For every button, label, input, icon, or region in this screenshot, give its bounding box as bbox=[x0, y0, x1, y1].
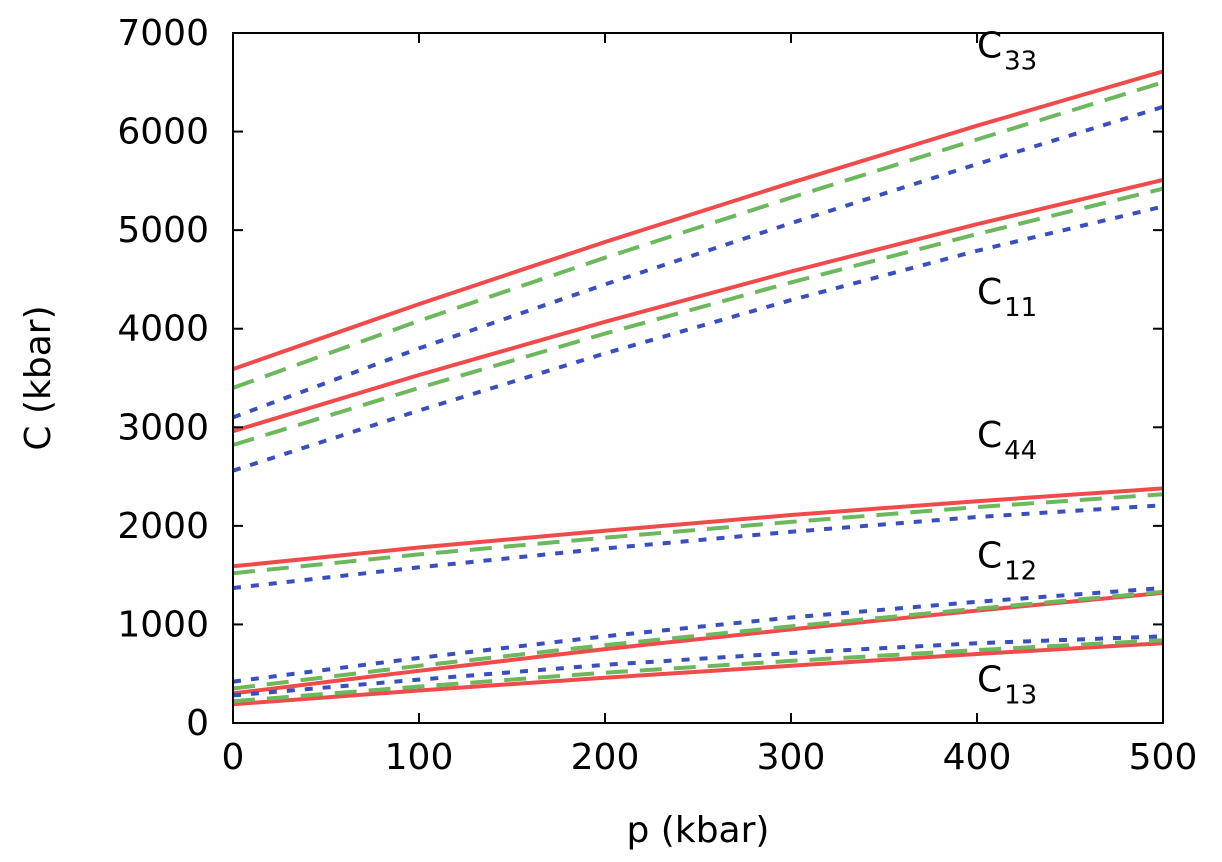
series-line-c44-dotted bbox=[232, 503, 1164, 590]
series-line-c44-dashed bbox=[232, 492, 1164, 576]
curve-group-c13 bbox=[232, 634, 1164, 707]
y-tick-label: 3000 bbox=[117, 407, 209, 448]
plot-frame bbox=[232, 32, 1164, 724]
ticks-layer: 0 100 200 300 400 500010002000300040005000600… bbox=[117, 13, 1197, 778]
curve-group-c12 bbox=[232, 586, 1164, 696]
curve-label-c12: C12 bbox=[977, 535, 1037, 586]
curve-label-c33: C33 bbox=[977, 26, 1037, 77]
curve-label-main: C bbox=[977, 659, 1002, 700]
curve-label-main: C bbox=[977, 272, 1002, 313]
y-tick-label: 2000 bbox=[117, 506, 209, 547]
series-line-c12-solid bbox=[232, 590, 1164, 696]
curve-label-subscript: 33 bbox=[1004, 47, 1037, 77]
curve-label-subscript: 44 bbox=[1004, 436, 1037, 466]
y-tick-label: 4000 bbox=[117, 309, 209, 350]
x-axis-title: p (kbar) bbox=[627, 810, 770, 851]
series-line-c33-solid bbox=[232, 69, 1164, 371]
curve-group-c11 bbox=[232, 177, 1164, 473]
curve-label-c44: C44 bbox=[977, 415, 1037, 466]
series-line-c11-solid bbox=[232, 177, 1164, 434]
curve-label-subscript: 11 bbox=[1004, 293, 1037, 323]
y-axis-title: C (kbar) bbox=[18, 305, 59, 450]
x-tick-label: 300 bbox=[757, 737, 826, 778]
y-tick-label: 5000 bbox=[117, 210, 209, 251]
series-line-c33-dashed bbox=[232, 80, 1164, 390]
series-line-c12-dotted bbox=[232, 586, 1164, 684]
x-tick-label: 400 bbox=[943, 737, 1012, 778]
y-tick-label: 1000 bbox=[117, 604, 209, 645]
curve-group-c44 bbox=[232, 486, 1164, 590]
curve-label-main: C bbox=[977, 415, 1002, 456]
curve-label-subscript: 12 bbox=[1004, 556, 1037, 586]
curves-layer bbox=[232, 69, 1164, 707]
curve-group-c33 bbox=[232, 69, 1164, 420]
curve-label-main: C bbox=[977, 26, 1002, 67]
y-tick-label: 6000 bbox=[117, 112, 209, 153]
y-tick-label: 0 bbox=[186, 703, 209, 744]
series-line-c13-dashed bbox=[232, 638, 1164, 704]
series-line-c11-dashed bbox=[232, 186, 1164, 447]
x-tick-label: 500 bbox=[1129, 737, 1198, 778]
curve-label-subscript: 13 bbox=[1004, 680, 1037, 710]
x-tick-label: 200 bbox=[571, 737, 640, 778]
x-tick-label: 0 bbox=[222, 737, 245, 778]
series-line-c12-dashed bbox=[232, 589, 1164, 691]
series-line-c11-dotted bbox=[232, 204, 1164, 473]
curve-label-c11: C11 bbox=[977, 272, 1037, 323]
series-line-c13-dotted bbox=[232, 634, 1164, 698]
curve-label-main: C bbox=[977, 535, 1002, 576]
series-line-c33-dotted bbox=[232, 104, 1164, 420]
series-line-c44-solid bbox=[232, 486, 1164, 569]
series-line-c13-solid bbox=[232, 641, 1164, 707]
y-tick-label: 7000 bbox=[117, 13, 209, 54]
x-tick-label: 100 bbox=[385, 737, 454, 778]
curve-label-c13: C13 bbox=[977, 659, 1037, 710]
